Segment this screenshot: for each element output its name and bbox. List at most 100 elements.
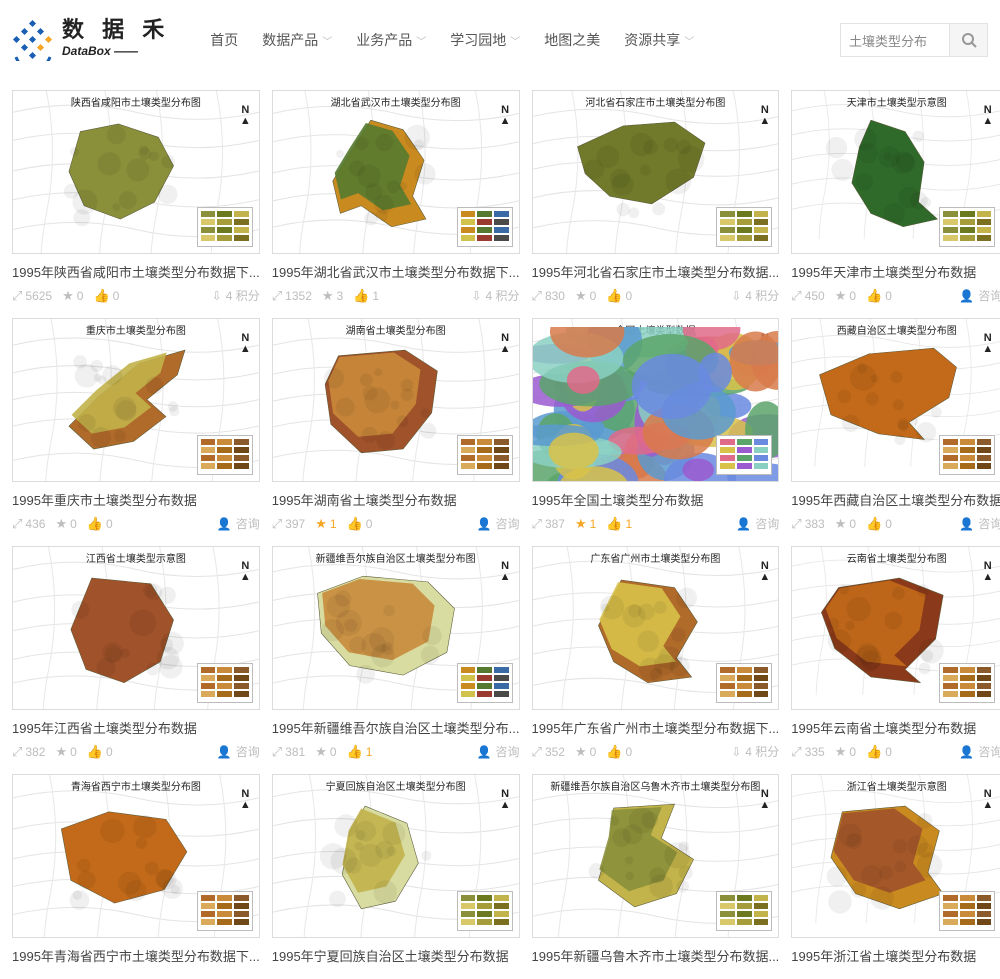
- card-title: 1995年天津市土壤类型分布数据: [791, 262, 1000, 281]
- brand-logo[interactable]: 数 据 禾 DataBox ——: [12, 19, 170, 61]
- nav-label: 业务产品: [356, 30, 412, 50]
- expand-icon: ⤢: [12, 517, 22, 530]
- search-input[interactable]: [840, 23, 950, 57]
- card-title: 1995年新疆乌鲁木齐市土壤类型分布数据...: [532, 946, 780, 965]
- result-card[interactable]: 浙江省土壤类型示意图 N▲ 1995年浙江省土壤类型分布数据: [791, 774, 1000, 965]
- compass-icon: N▲: [500, 105, 511, 127]
- nav-item[interactable]: 首页: [210, 30, 238, 50]
- result-card[interactable]: 广东省广州市土壤类型分布图 N▲ 1995年广东省广州市土壤类型分布数据下...…: [532, 546, 780, 760]
- nav-item[interactable]: 学习园地 ﹀: [450, 30, 520, 50]
- price: 👤咨询: [959, 515, 1000, 532]
- compass-icon: N▲: [759, 789, 770, 811]
- search-button[interactable]: [950, 23, 988, 57]
- chevron-down-icon: ﹀: [510, 33, 520, 48]
- result-card[interactable]: 陕西省咸阳市土壤类型分布图 N▲ 1995年陕西省咸阳市土壤类型分布数据下...…: [12, 90, 260, 304]
- result-card[interactable]: 青海省西宁市土壤类型分布图 N▲ 1995年青海省西宁市土壤类型分布数据下...: [12, 774, 260, 965]
- thumb-title: 河北省石家庄市土壤类型分布图: [585, 94, 725, 109]
- person-icon: 👤: [217, 745, 232, 759]
- card-stats: ⤢352 ★0👍0 ⇩4 积分: [532, 743, 780, 760]
- chevron-down-icon: ﹀: [416, 33, 426, 48]
- card-thumbnail: 西藏自治区土壤类型分布图 N▲: [791, 318, 1000, 482]
- card-thumbnail: 重庆市土壤类型分布图 N▲: [12, 318, 260, 482]
- thumbs-up-icon: 👍: [866, 745, 882, 758]
- stat-views: ⤢450: [791, 289, 824, 303]
- legend: [457, 663, 513, 703]
- card-title: 1995年云南省土壤类型分布数据: [791, 718, 1000, 737]
- stat-views: ⤢381: [272, 745, 305, 759]
- card-thumbnail: 江西省土壤类型示意图 N▲: [12, 546, 260, 710]
- compass-icon: N▲: [240, 789, 251, 811]
- legend: [197, 207, 253, 247]
- card-thumbnail: 云南省土壤类型分布图 N▲: [791, 546, 1000, 710]
- legend: [939, 891, 995, 931]
- result-card[interactable]: 西藏自治区土壤类型分布图 N▲ 1995年西藏自治区土壤类型分布数据 ⤢383 …: [791, 318, 1000, 532]
- stat-likes: 👍0: [87, 517, 113, 531]
- result-card[interactable]: 新疆维吾尔族自治区土壤类型分布图 N▲ 1995年新疆维吾尔族自治区土壤类型分布…: [272, 546, 520, 760]
- expand-icon: ⤢: [791, 745, 801, 758]
- thumb-title: 天津市土壤类型示意图: [847, 94, 947, 109]
- download-icon: ⇩: [212, 289, 222, 303]
- expand-icon: ⤢: [272, 517, 282, 530]
- thumbs-up-icon: 👍: [87, 517, 103, 530]
- nav-item[interactable]: 地图之美: [544, 30, 600, 50]
- download-icon: ⇩: [731, 745, 741, 759]
- expand-icon: ⤢: [12, 289, 22, 302]
- result-card[interactable]: 天津市土壤类型示意图 N▲ 1995年天津市土壤类型分布数据 ⤢450 ★0👍0…: [791, 90, 1000, 304]
- thumb-title: 青海省西宁市土壤类型分布图: [71, 778, 201, 793]
- stat-likes: 👍0: [606, 289, 632, 303]
- compass-icon: N▲: [982, 561, 993, 583]
- stat-likes: 👍0: [347, 517, 373, 531]
- download-icon: ⇩: [471, 289, 481, 303]
- compass-icon: N▲: [982, 333, 993, 355]
- stat-views: ⤢1352: [272, 289, 312, 303]
- result-card[interactable]: 全国土壤类型数据 N▲ 1995年全国土壤类型分布数据 ⤢387 ★1👍1 👤咨…: [532, 318, 780, 532]
- thumbs-up-icon: 👍: [606, 289, 622, 302]
- search-icon: [961, 32, 977, 48]
- star-icon: ★: [55, 517, 67, 530]
- compass-icon: N▲: [500, 789, 511, 811]
- card-title: 1995年湖北省武汉市土壤类型分布数据下...: [272, 262, 520, 281]
- result-card[interactable]: 江西省土壤类型示意图 N▲ 1995年江西省土壤类型分布数据 ⤢382 ★0👍0…: [12, 546, 260, 760]
- result-card[interactable]: 河北省石家庄市土壤类型分布图 N▲ 1995年河北省石家庄市土壤类型分布数据..…: [532, 90, 780, 304]
- result-card[interactable]: 宁夏回族自治区土壤类型分布图 N▲ 1995年宁夏回族自治区土壤类型分布数据: [272, 774, 520, 965]
- stat-views: ⤢436: [12, 517, 45, 531]
- card-stats: ⤢387 ★1👍1 👤咨询: [532, 515, 780, 532]
- stat-stars: ★0: [575, 745, 596, 759]
- thumb-title: 湖北省武汉市土壤类型分布图: [331, 94, 461, 109]
- legend: [197, 435, 253, 475]
- result-card[interactable]: 云南省土壤类型分布图 N▲ 1995年云南省土壤类型分布数据 ⤢335 ★0👍0…: [791, 546, 1000, 760]
- stat-stars: ★0: [315, 745, 336, 759]
- legend: [716, 207, 772, 247]
- legend: [939, 207, 995, 247]
- nav-item[interactable]: 资源共享﹀: [624, 30, 694, 50]
- card-stats: ⤢1352 ★3👍1 ⇩4 积分: [272, 287, 520, 304]
- nav-label: 数据产品: [262, 30, 318, 50]
- logo-mark-icon: [12, 19, 54, 61]
- legend: [197, 663, 253, 703]
- star-icon: ★: [575, 517, 587, 530]
- result-card[interactable]: 湖南省土壤类型分布图 N▲ 1995年湖南省土壤类型分布数据 ⤢397 ★1👍0…: [272, 318, 520, 532]
- card-stats: ⤢450 ★0👍0 👤咨询: [791, 287, 1000, 304]
- thumb-title: 重庆市土壤类型分布图: [86, 322, 186, 337]
- stat-stars: ★0: [55, 517, 76, 531]
- expand-icon: ⤢: [532, 517, 542, 530]
- result-card[interactable]: 重庆市土壤类型分布图 N▲ 1995年重庆市土壤类型分布数据 ⤢436 ★0👍0…: [12, 318, 260, 532]
- card-stats: ⤢381 ★0👍1 👤咨询: [272, 743, 520, 760]
- stat-likes: 👍1: [353, 289, 379, 303]
- stat-likes: 👍0: [866, 517, 892, 531]
- price: 👤咨询: [217, 743, 260, 760]
- stat-stars: ★0: [62, 289, 83, 303]
- nav-item[interactable]: 数据产品﹀: [262, 30, 332, 50]
- star-icon: ★: [315, 745, 327, 758]
- nav-item[interactable]: 业务产品 ﹀: [356, 30, 426, 50]
- compass-icon: N▲: [982, 105, 993, 127]
- result-card[interactable]: 新疆维吾尔族自治区乌鲁木齐市土壤类型分布图 N▲ 1995年新疆乌鲁木齐市土壤类…: [532, 774, 780, 965]
- chevron-down-icon: ﹀: [684, 33, 694, 48]
- card-stats: ⤢382 ★0👍0 👤咨询: [12, 743, 260, 760]
- stat-views: ⤢382: [12, 745, 45, 759]
- card-thumbnail: 浙江省土壤类型示意图 N▲: [791, 774, 1000, 938]
- card-stats: ⤢397 ★1👍0 👤咨询: [272, 515, 520, 532]
- price: 👤咨询: [477, 743, 520, 760]
- nav-label: 学习园地: [450, 30, 506, 50]
- result-card[interactable]: 湖北省武汉市土壤类型分布图 N▲ 1995年湖北省武汉市土壤类型分布数据下...…: [272, 90, 520, 304]
